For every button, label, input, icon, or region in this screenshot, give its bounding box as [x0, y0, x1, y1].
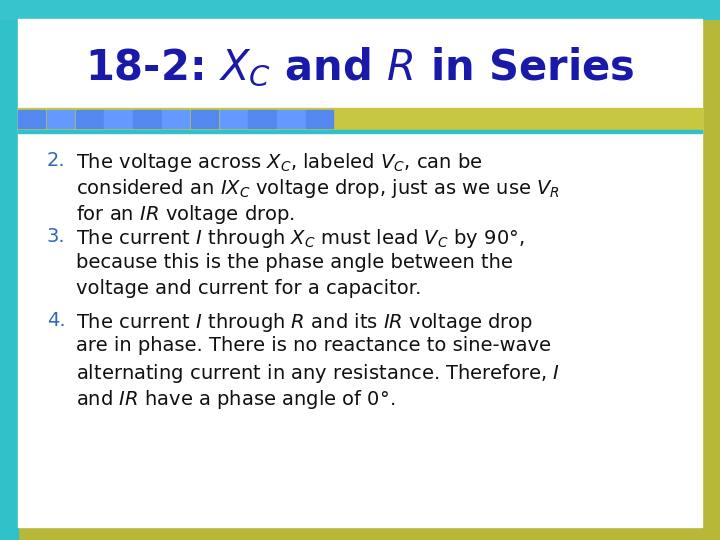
- Bar: [0, 0, 720, 19]
- Text: alternating current in any resistance. Therefore, $I$: alternating current in any resistance. T…: [76, 362, 560, 386]
- Bar: [76, 110, 103, 128]
- Bar: [104, 110, 132, 128]
- Bar: [0, 0, 18, 540]
- Text: considered an $IX_C$ voltage drop, just as we use $V_R$: considered an $IX_C$ voltage drop, just …: [76, 177, 559, 200]
- Text: 18-2: $\mathit{X}_C$ and $\mathit{R}$ in Series: 18-2: $\mathit{X}_C$ and $\mathit{R}$ in…: [85, 46, 635, 89]
- Bar: [162, 110, 189, 128]
- Bar: [248, 110, 276, 128]
- Text: The current $I$ through $R$ and its $IR$ voltage drop: The current $I$ through $R$ and its $IR$…: [76, 310, 533, 334]
- Bar: [18, 130, 702, 133]
- Bar: [18, 108, 702, 130]
- Text: for an $IR$ voltage drop.: for an $IR$ voltage drop.: [76, 203, 294, 226]
- Bar: [277, 110, 305, 128]
- Text: 4.: 4.: [47, 310, 66, 329]
- Bar: [191, 110, 218, 128]
- Text: 2.: 2.: [47, 151, 66, 170]
- Text: The voltage across $X_C$, labeled $V_C$, can be: The voltage across $X_C$, labeled $V_C$,…: [76, 151, 482, 174]
- Bar: [47, 110, 74, 128]
- Text: voltage and current for a capacitor.: voltage and current for a capacitor.: [76, 279, 421, 298]
- Bar: [306, 110, 333, 128]
- Text: The current $I$ through $X_C$ must lead $V_C$ by 90°,: The current $I$ through $X_C$ must lead …: [76, 227, 524, 250]
- Text: 3.: 3.: [47, 227, 66, 246]
- Bar: [220, 110, 247, 128]
- Text: because this is the phase angle between the: because this is the phase angle between …: [76, 253, 513, 272]
- Text: are in phase. There is no reactance to sine-wave: are in phase. There is no reactance to s…: [76, 336, 551, 355]
- Bar: [18, 110, 45, 128]
- Bar: [133, 110, 161, 128]
- Text: and $IR$ have a phase angle of 0°.: and $IR$ have a phase angle of 0°.: [76, 388, 395, 411]
